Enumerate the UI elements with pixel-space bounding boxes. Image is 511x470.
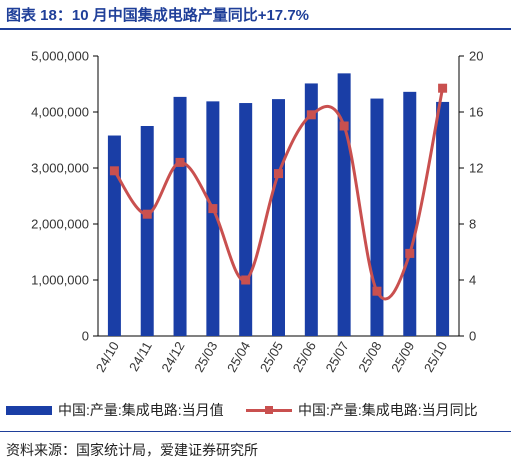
- chart-title: 图表 18：10 月中国集成电路产量同比+17.7%: [6, 7, 309, 24]
- bar: [239, 103, 253, 336]
- yoy-marker: [438, 83, 448, 93]
- y-left-tick-label: 2,000,000: [31, 217, 89, 232]
- x-tick-label: 25/04: [224, 339, 253, 375]
- bar: [436, 101, 450, 336]
- source-note: 资料来源：国家统计局，爱建证券研究所: [6, 442, 258, 458]
- y-right-tick-label: 8: [469, 217, 476, 232]
- yoy-marker: [372, 286, 382, 296]
- yoy-marker: [241, 275, 251, 285]
- bar: [304, 83, 318, 336]
- bar: [272, 99, 285, 337]
- bar: [337, 73, 351, 337]
- bar: [206, 101, 220, 336]
- legend-bar-swatch: [6, 405, 52, 415]
- x-tick-label: 24/12: [158, 339, 187, 375]
- bar: [173, 96, 187, 336]
- bar: [403, 91, 417, 336]
- y-right-tick-label: 16: [469, 105, 483, 120]
- yoy-marker: [306, 110, 316, 120]
- legend-line-label: 中国:产量:集成电路:当月同比: [298, 402, 478, 418]
- bar: [370, 98, 384, 336]
- yoy-marker: [274, 169, 283, 179]
- x-tick-label: 25/08: [355, 339, 384, 375]
- y-left-tick-label: 5,000,000: [31, 49, 89, 64]
- bar: [107, 135, 121, 336]
- y-right-tick-label: 0: [469, 329, 476, 344]
- yoy-marker: [109, 166, 119, 176]
- chart-legend: 中国:产量:集成电路:当月值 中国:产量:集成电路:当月同比: [0, 400, 511, 422]
- x-tick-label: 25/07: [322, 339, 351, 375]
- legend-bar-label: 中国:产量:集成电路:当月值: [58, 402, 224, 418]
- yoy-marker: [175, 157, 185, 167]
- yoy-marker: [405, 248, 415, 258]
- bar: [140, 126, 154, 336]
- y-right-tick-label: 20: [469, 49, 483, 64]
- x-tick-label: 25/03: [191, 339, 220, 375]
- y-left-tick-label: 4,000,000: [31, 105, 89, 120]
- legend-item-line: 中国:产量:集成电路:当月同比: [246, 400, 478, 420]
- x-tick-label: 24/11: [126, 339, 155, 374]
- y-left-tick-label: 0: [82, 329, 89, 344]
- x-tick-label: 25/10: [421, 339, 450, 375]
- x-tick-label: 25/09: [388, 339, 417, 375]
- y-left-tick-label: 3,000,000: [31, 161, 89, 176]
- x-tick-label: 24/10: [93, 339, 122, 375]
- x-tick-label: 25/05: [257, 339, 286, 375]
- yoy-marker: [339, 121, 349, 131]
- chart: 0 1,000,000 2,000,000 3,000,000 4,000,000 5,0…: [31, 49, 483, 375]
- y-right-tick-label: 12: [469, 161, 483, 176]
- footer-divider: [0, 431, 511, 432]
- yoy-marker: [208, 204, 218, 214]
- y-right-tick-label: 4: [469, 273, 476, 288]
- title-divider: [0, 28, 511, 30]
- y-left-tick-label: 1,000,000: [31, 273, 89, 288]
- yoy-marker: [142, 209, 152, 219]
- x-tick-label: 25/06: [290, 339, 319, 375]
- legend-item-bar: 中国:产量:集成电路:当月值: [6, 400, 224, 420]
- legend-line-swatch: [246, 404, 292, 416]
